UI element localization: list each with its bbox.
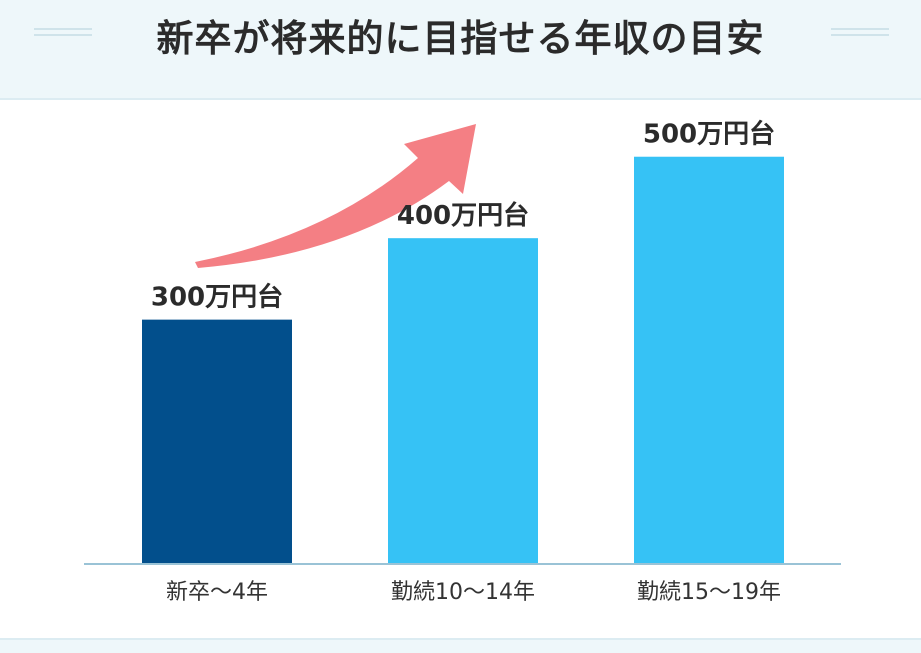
footer-band: [0, 638, 921, 653]
bar-value-label-1: 300万円台: [151, 282, 283, 313]
bar-3: [634, 156, 784, 564]
trend-arrow-icon: [195, 124, 476, 268]
header-decoration-right: [831, 28, 889, 36]
bar-value-label-3: 500万円台: [643, 119, 775, 150]
category-label-2: 勤続10〜14年: [391, 580, 535, 605]
category-label-3: 勤続15〜19年: [637, 580, 781, 605]
bar-1: [142, 319, 292, 564]
bar-value-label-2: 400万円台: [397, 200, 529, 231]
header-decoration-left: [34, 28, 92, 36]
chart-title: 新卒が将来的に目指せる年収の目安: [156, 17, 765, 60]
chart-header: 新卒が将来的に目指せる年収の目安: [0, 0, 921, 100]
category-label-1: 新卒〜4年: [166, 580, 268, 605]
bar-2: [388, 238, 538, 564]
